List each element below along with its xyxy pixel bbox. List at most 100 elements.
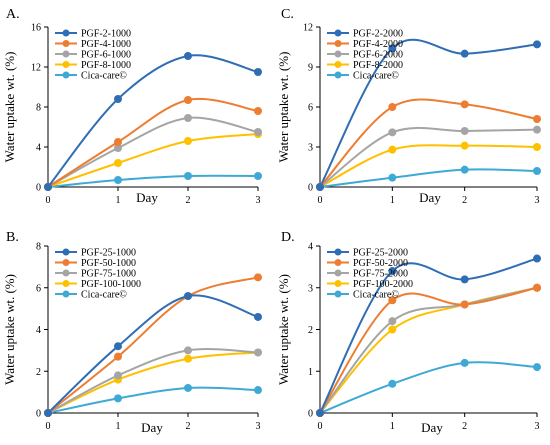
legend-marker: [62, 71, 70, 79]
data-point: [184, 114, 192, 122]
data-point: [460, 165, 469, 174]
data-point: [184, 96, 192, 104]
legend-entry: PGF-8-1000: [81, 60, 131, 71]
x-tick-label: 2: [462, 195, 467, 206]
data-point: [44, 183, 52, 191]
data-point: [533, 167, 541, 175]
x-tick-label: 0: [46, 195, 51, 206]
legend: PGF-25-2000PGF-50-2000PGF-75-2000PGF-100…: [327, 248, 413, 301]
legend-entry: Cica-care©: [353, 71, 399, 82]
y-tick-label: 0: [308, 409, 313, 420]
data-point: [533, 125, 541, 134]
y-tick-label: 16: [31, 23, 41, 34]
data-point: [460, 100, 469, 109]
data-point: [254, 128, 262, 136]
x-tick-label: 1: [390, 195, 395, 206]
legend-entry: PGF-4-2000: [353, 39, 403, 50]
series-line: [319, 38, 538, 188]
legend: PGF-2-2000PGF-4-2000PGF-6-2000PGF-8-2000…: [327, 29, 403, 82]
legend-entry: PGF-50-2000: [353, 258, 408, 269]
series-line: [319, 361, 538, 414]
series-line: [319, 168, 538, 188]
legend-marker: [62, 269, 70, 277]
data-point: [114, 394, 122, 403]
data-point: [316, 409, 324, 417]
legend-marker: [334, 290, 342, 298]
data-point: [460, 141, 469, 150]
series-line: [47, 386, 259, 414]
data-point: [388, 173, 397, 182]
x-tick-label: 2: [462, 421, 467, 432]
data-point: [254, 386, 262, 395]
panel-letter: B.: [6, 230, 19, 245]
data-point: [460, 49, 469, 58]
data-point: [388, 44, 397, 53]
panel-letter: A.: [6, 7, 20, 22]
series-line: [319, 257, 538, 414]
series-line: [47, 116, 259, 188]
legend-entry: Cica-care©: [353, 290, 399, 301]
x-tick-label: 3: [535, 195, 540, 206]
data-point: [254, 68, 262, 76]
y-tick-label: 8: [36, 242, 41, 253]
legend-entry: Cica-care©: [81, 290, 127, 301]
legend-marker: [62, 61, 70, 68]
data-point: [388, 379, 397, 388]
legend-entry: PGF-6-1000: [81, 50, 131, 61]
x-axis-label: Day: [136, 190, 158, 205]
x-tick-label: 3: [535, 421, 540, 432]
legend-entry: PGF-2-1000: [81, 29, 131, 40]
y-tick-label: 1: [308, 367, 313, 378]
series-line: [47, 97, 259, 188]
series-line: [319, 126, 538, 188]
data-point: [388, 325, 397, 334]
data-point: [184, 172, 192, 180]
legend-marker: [62, 29, 70, 37]
data-point: [388, 296, 397, 305]
legend-marker: [62, 50, 70, 58]
data-point: [388, 145, 397, 154]
series-line: [319, 144, 538, 188]
y-axis-label: Water uptake wt. (%): [2, 52, 17, 163]
data-point: [533, 40, 541, 49]
x-tick-label: 1: [390, 421, 395, 432]
legend-entry: PGF-75-1000: [81, 269, 136, 280]
chart-panel-3: 0 2 4 6 8 0 1 2 3 Day Water uptake wt. (%) B. PGF-25…: [2, 230, 262, 435]
x-tick-label: 0: [318, 195, 323, 206]
y-tick-label: 2: [36, 367, 41, 378]
y-tick-label: 2: [308, 325, 313, 336]
y-tick-label: 3: [308, 143, 313, 154]
legend-marker: [334, 269, 342, 277]
x-tick-label: 2: [186, 195, 191, 206]
legend-entry: PGF-2-2000: [353, 29, 403, 40]
data-point: [184, 52, 192, 60]
data-point: [533, 143, 541, 151]
data-point: [254, 273, 262, 282]
legend-entry: PGF-4-1000: [81, 39, 131, 50]
data-point: [388, 128, 397, 137]
data-point: [114, 95, 122, 103]
y-tick-label: 6: [308, 103, 313, 114]
legend-entry: PGF-100-1000: [81, 279, 141, 290]
y-tick-label: 4: [308, 242, 313, 253]
data-point: [254, 172, 262, 180]
x-tick-label: 2: [186, 421, 191, 432]
legend-entry: PGF-25-2000: [353, 248, 408, 259]
data-point: [254, 348, 262, 357]
legend-marker: [62, 40, 70, 47]
legend: PGF-2-1000PGF-4-1000PGF-6-1000PGF-8-1000…: [55, 29, 131, 82]
legend-marker: [334, 50, 342, 58]
legend-entry: PGF-25-1000: [81, 248, 136, 259]
data-point: [184, 354, 192, 363]
y-tick-label: 9: [308, 63, 313, 74]
data-point: [388, 317, 397, 326]
y-tick-label: 4: [36, 325, 41, 336]
data-point: [114, 371, 122, 380]
series-line: [319, 286, 538, 414]
legend-marker: [334, 248, 342, 256]
y-axis-label: Water uptake wt. (%): [276, 52, 291, 163]
legend: PGF-25-1000PGF-50-1000PGF-75-1000PGF-100…: [55, 248, 141, 301]
series-line: [47, 54, 259, 188]
series-line: [47, 294, 259, 414]
